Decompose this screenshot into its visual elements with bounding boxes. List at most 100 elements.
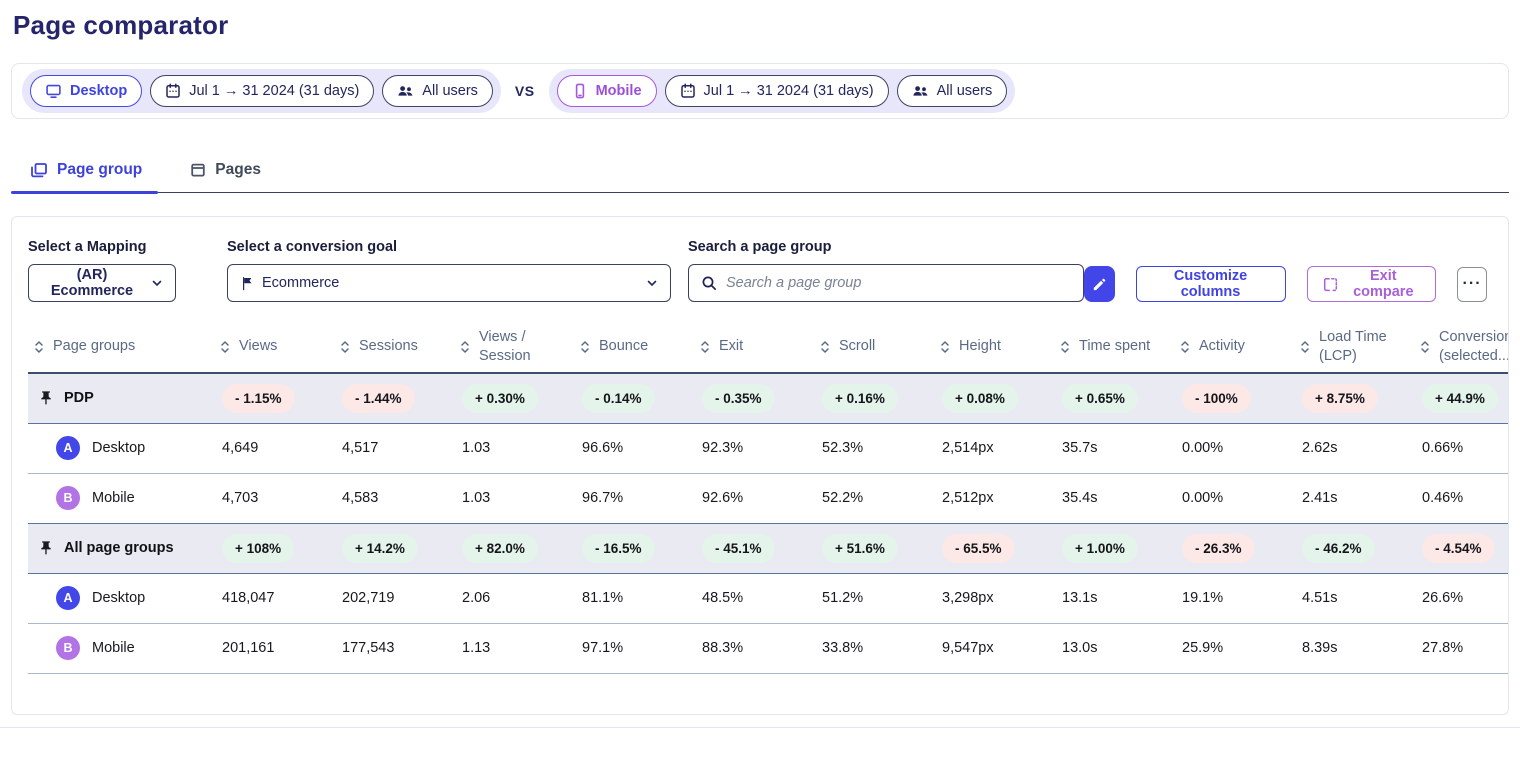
delta-badge: + 44.9% — [1422, 383, 1498, 413]
pin-icon[interactable] — [38, 540, 54, 556]
table-cell: 35.4s — [1062, 490, 1098, 507]
device-selector-b[interactable]: Mobile — [556, 75, 657, 107]
device-b-label: Mobile — [595, 83, 642, 99]
column-header-load-time-lcp[interactable]: Load Time (LCP) — [1294, 328, 1414, 366]
row-label: Desktop — [92, 590, 146, 607]
pin-icon[interactable] — [38, 390, 54, 406]
table-cell: - 45.1% — [694, 533, 814, 563]
conversion-goal-value: Ecommerce — [262, 275, 340, 291]
date-range-selector-b[interactable]: Jul 1 → 31 2024 (31 days) — [664, 75, 889, 107]
comparison-table: Page groups Views Sessions Views / Session B… — [12, 326, 1508, 674]
delta-badge: + 0.30% — [462, 383, 538, 413]
table-cell: 3,298px — [942, 590, 994, 607]
sort-icon[interactable] — [940, 339, 950, 355]
column-header-page-groups[interactable]: Page groups — [28, 337, 214, 356]
summary-row-pdp-0[interactable]: PDP - 1.15% - 1.44% + 0.30% - 0.14% - 0.35% + … — [28, 373, 1508, 424]
table-cell: 92.6% — [702, 490, 744, 507]
column-header-bounce[interactable]: Bounce — [574, 337, 694, 356]
table-cell: - 65.5% — [934, 533, 1054, 563]
conversion-goal-select[interactable]: Ecommerce — [227, 264, 671, 302]
column-header-activity[interactable]: Activity — [1174, 337, 1294, 356]
compare-side-a: Desktop Jul 1 → 31 2024 (31 days) All us… — [22, 69, 501, 113]
search-input[interactable] — [726, 275, 1071, 291]
column-header-scroll[interactable]: Scroll — [814, 337, 934, 356]
tabs: Page group Pages — [10, 153, 1509, 194]
sort-icon[interactable] — [580, 339, 590, 355]
column-header-label: Exit — [719, 338, 744, 355]
variant-badge-a: A — [56, 436, 80, 461]
column-header-views[interactable]: Views — [214, 337, 334, 356]
row-name-cell: A Desktop — [28, 436, 214, 461]
tab-pages[interactable]: Pages — [188, 153, 263, 192]
table-cell: 4.51s — [1302, 590, 1338, 607]
table-cell: + 82.0% — [454, 533, 574, 563]
delta-badge: - 45.1% — [702, 533, 775, 563]
mapping-select[interactable]: (AR) Ecommerce — [28, 264, 176, 302]
comparator-panel: Select a Mapping (AR) Ecommerce Select a… — [11, 216, 1509, 715]
table-cell: - 0.14% — [574, 383, 694, 413]
table-actions: Customize columns Exit compare ··· — [1084, 266, 1487, 302]
table-cell: 2.41s — [1302, 490, 1338, 507]
table-cell: + 0.08% — [934, 383, 1054, 413]
table-cell: 202,719 — [342, 590, 395, 607]
table-cell: + 0.16% — [814, 383, 934, 413]
sort-icon[interactable] — [1060, 339, 1070, 355]
mapping-label: Select a Mapping — [28, 239, 147, 255]
table-cell: + 8.75% — [1294, 383, 1414, 413]
column-header-exit[interactable]: Exit — [694, 337, 814, 356]
customize-columns-button[interactable]: Customize columns — [1135, 266, 1286, 302]
segment-selector-b[interactable]: All users — [896, 75, 1008, 107]
sort-icon[interactable] — [340, 339, 350, 355]
tab-pages-label: Pages — [215, 161, 261, 178]
column-header-height[interactable]: Height — [934, 337, 1054, 356]
more-options-button[interactable]: ··· — [1457, 266, 1487, 302]
summary-row-all-page-groups-3[interactable]: All page groups + 108% + 14.2% + 82.0% - 16.… — [28, 523, 1508, 574]
table-cell: + 14.2% — [334, 533, 454, 563]
date-range-selector-a[interactable]: Jul 1 → 31 2024 (31 days) — [150, 75, 375, 107]
column-header-conversion-selected[interactable]: Conversion (selected... — [1414, 328, 1508, 366]
column-header-sessions[interactable]: Sessions — [334, 337, 454, 356]
sort-icon[interactable] — [1180, 339, 1190, 355]
conversion-goal-control: Select a conversion goal Ecommerce — [227, 239, 671, 302]
vs-label: VS — [514, 83, 535, 99]
data-row-desktop-1[interactable]: A Desktop 4,649 4,517 1.03 96.6% 92.3% 52.3% 2,5… — [28, 423, 1508, 474]
table-cell: 2,512px — [942, 490, 994, 507]
sort-icon[interactable] — [820, 339, 830, 355]
column-header-time-spent[interactable]: Time spent — [1054, 337, 1174, 356]
conversion-goal-label: Select a conversion goal — [227, 239, 398, 255]
data-row-mobile-5[interactable]: B Mobile 201,161 177,543 1.13 97.1% 88.3% 33.8%… — [28, 623, 1508, 674]
table-cell: 2.06 — [462, 590, 491, 607]
sort-icon[interactable] — [460, 339, 470, 355]
data-row-mobile-2[interactable]: B Mobile 4,703 4,583 1.03 96.7% 92.6% 52.2% 2,51… — [28, 473, 1508, 524]
sort-icon[interactable] — [1300, 339, 1310, 355]
table-cell: 81.1% — [582, 590, 624, 607]
sort-icon[interactable] — [700, 339, 710, 355]
column-header-views-session[interactable]: Views / Session — [454, 328, 574, 366]
exit-compare-button[interactable]: Exit compare — [1306, 266, 1437, 302]
device-selector-a[interactable]: Desktop — [30, 75, 143, 107]
sort-icon[interactable] — [34, 339, 44, 355]
tab-page-group-label: Page group — [57, 161, 143, 178]
edit-button[interactable] — [1084, 266, 1115, 302]
table-cell: 0.00% — [1182, 440, 1224, 457]
tab-page-group[interactable]: Page group — [10, 153, 159, 194]
table-cell: + 44.9% — [1414, 383, 1508, 413]
row-name-cell: B Mobile — [28, 636, 214, 661]
sort-icon[interactable] — [220, 339, 230, 355]
table-cell: + 0.65% — [1054, 383, 1174, 413]
segment-selector-a[interactable]: All users — [382, 75, 493, 107]
delta-badge: - 4.54% — [1422, 533, 1495, 563]
delta-badge: + 14.2% — [342, 533, 418, 563]
delta-badge: - 0.35% — [702, 383, 775, 413]
table-cell: 1.13 — [462, 640, 491, 657]
table-body: PDP - 1.15% - 1.44% + 0.30% - 0.14% - 0.35% + … — [28, 373, 1508, 674]
table-cell: 92.3% — [702, 440, 744, 457]
row-name-cell: PDP — [28, 390, 214, 406]
sort-icon[interactable] — [1420, 339, 1430, 355]
table-cell: 88.3% — [702, 640, 744, 657]
chevron-down-icon — [151, 277, 163, 289]
delta-badge: + 0.65% — [1062, 383, 1138, 413]
table-cell: 52.3% — [822, 440, 864, 457]
data-row-desktop-4[interactable]: A Desktop 418,047 202,719 2.06 81.1% 48.5% 51.2… — [28, 573, 1508, 624]
